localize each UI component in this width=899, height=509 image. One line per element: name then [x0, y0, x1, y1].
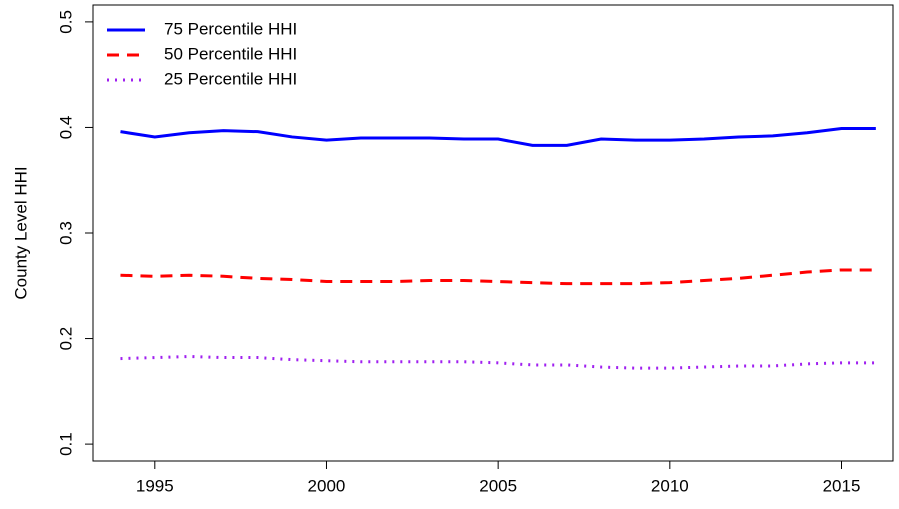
legend-label: 50 Percentile HHI: [164, 44, 297, 63]
series-line: [120, 268, 876, 286]
x-tick-label: 1995: [136, 476, 174, 495]
x-tick-label: 2015: [823, 476, 861, 495]
x-tick-label: 2005: [479, 476, 517, 495]
y-tick-label: 0.2: [56, 327, 75, 351]
y-tick-label: 0.5: [56, 10, 75, 34]
series-line: [120, 127, 876, 147]
y-tick-label: 0.3: [56, 221, 75, 245]
legend-label: 75 Percentile HHI: [164, 19, 297, 38]
y-axis-label: County Level HHI: [11, 166, 30, 299]
series-line: [120, 354, 876, 370]
legend-label: 25 Percentile HHI: [164, 69, 297, 88]
x-tick-label: 2010: [651, 476, 689, 495]
y-tick-label: 0.4: [56, 116, 75, 140]
y-tick-label: 0.1: [56, 432, 75, 456]
x-tick-label: 2000: [308, 476, 346, 495]
